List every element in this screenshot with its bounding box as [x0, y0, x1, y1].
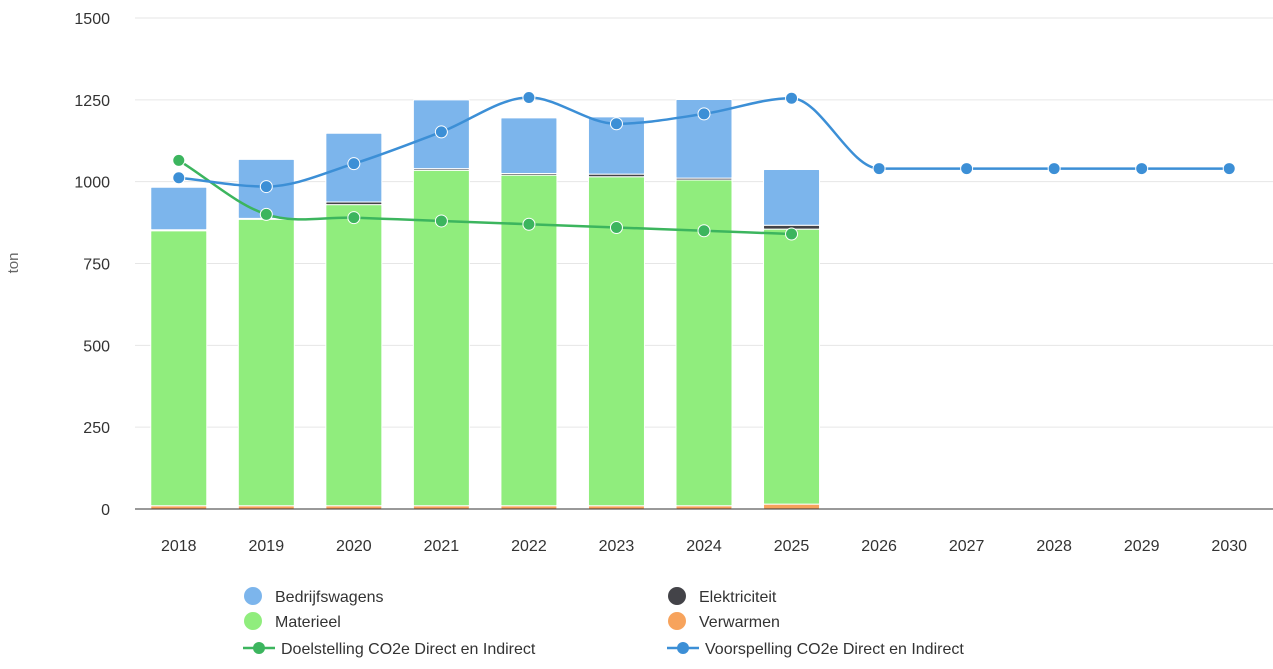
bar-segment-bedrijfswagens[interactable]: [675, 99, 733, 179]
point-doelstelling-co2e-direct-en-indirect[interactable]: [609, 220, 623, 234]
point-doelstelling-co2e-direct-en-indirect[interactable]: [347, 211, 361, 225]
y-tick-label: 750: [83, 257, 110, 274]
legend: Bedrijfswagens Elektriciteit Materieel Verw…: [243, 587, 964, 658]
legend-item[interactable]: Voorspelling CO2e Direct en Indirect: [667, 641, 964, 658]
x-tick-label: 2027: [949, 538, 985, 555]
x-tick-label: 2021: [424, 538, 460, 555]
bar-segment-materieel[interactable]: [237, 218, 295, 507]
point-voorspelling-co2e-direct-en-indirect[interactable]: [434, 125, 448, 139]
y-tick-label: 1000: [74, 175, 110, 192]
point-voorspelling-co2e-direct-en-indirect[interactable]: [697, 107, 711, 121]
point-voorspelling-co2e-direct-en-indirect[interactable]: [522, 91, 536, 105]
x-tick-label: 2024: [686, 538, 722, 555]
bar-segment-materieel[interactable]: [325, 204, 383, 507]
legend-swatch-icon: [244, 587, 262, 605]
point-voorspelling-co2e-direct-en-indirect[interactable]: [872, 162, 886, 176]
legend-item[interactable]: Materieel: [244, 612, 341, 631]
bar-stacks: [150, 99, 821, 510]
legend-swatch-icon: [668, 612, 686, 630]
legend-marker-icon: [677, 642, 689, 654]
x-tick-label: 2020: [336, 538, 372, 555]
x-tick-label: 2019: [249, 538, 285, 555]
point-voorspelling-co2e-direct-en-indirect[interactable]: [172, 171, 186, 185]
legend-item[interactable]: Bedrijfswagens: [244, 587, 384, 606]
legend-item[interactable]: Verwarmen: [668, 612, 780, 631]
legend-marker-icon: [253, 642, 265, 654]
x-tick-label: 2028: [1036, 538, 1072, 555]
bar-segment-verwarmen[interactable]: [763, 503, 821, 510]
y-tick-label: 0: [101, 502, 110, 519]
legend-swatch-icon: [244, 612, 262, 630]
point-doelstelling-co2e-direct-en-indirect[interactable]: [697, 224, 711, 238]
point-voorspelling-co2e-direct-en-indirect[interactable]: [609, 117, 623, 131]
point-voorspelling-co2e-direct-en-indirect[interactable]: [259, 180, 273, 194]
point-voorspelling-co2e-direct-en-indirect[interactable]: [1135, 162, 1149, 176]
point-voorspelling-co2e-direct-en-indirect[interactable]: [960, 162, 974, 176]
x-tick-label: 2022: [511, 538, 547, 555]
point-voorspelling-co2e-direct-en-indirect[interactable]: [785, 91, 799, 105]
point-doelstelling-co2e-direct-en-indirect[interactable]: [522, 217, 536, 231]
legend-item[interactable]: Doelstelling CO2e Direct en Indirect: [243, 641, 536, 658]
x-tick-label: 2023: [599, 538, 635, 555]
x-tick-label: 2030: [1211, 538, 1247, 555]
legend-label: Materieel: [275, 614, 341, 631]
x-tick-label: 2026: [861, 538, 897, 555]
x-axis-labels: 2018 2019 2020 2021 2022 2023 2024 2025 2026 2027…: [161, 538, 1247, 555]
point-voorspelling-co2e-direct-en-indirect[interactable]: [347, 157, 361, 171]
point-doelstelling-co2e-direct-en-indirect[interactable]: [434, 214, 448, 228]
bar-segment-bedrijfswagens[interactable]: [150, 186, 208, 231]
point-doelstelling-co2e-direct-en-indirect[interactable]: [785, 227, 799, 241]
bar-segment-materieel[interactable]: [150, 230, 208, 507]
point-doelstelling-co2e-direct-en-indirect[interactable]: [259, 207, 273, 221]
line-series: [172, 91, 1236, 241]
y-axis-title: ton: [5, 253, 22, 274]
legend-label: Voorspelling CO2e Direct en Indirect: [705, 641, 964, 658]
x-tick-label: 2029: [1124, 538, 1160, 555]
point-doelstelling-co2e-direct-en-indirect[interactable]: [172, 153, 186, 167]
bar-segment-bedrijfswagens[interactable]: [763, 169, 821, 226]
point-voorspelling-co2e-direct-en-indirect[interactable]: [1047, 162, 1061, 176]
y-axis-labels: 0 250 500 750 1000 1250 1500: [74, 11, 110, 519]
legend-label: Verwarmen: [699, 614, 780, 631]
x-tick-label: 2018: [161, 538, 197, 555]
legend-label: Bedrijfswagens: [275, 589, 384, 606]
y-tick-label: 1250: [74, 93, 110, 110]
bar-segment-bedrijfswagens[interactable]: [587, 116, 645, 175]
legend-label: Doelstelling CO2e Direct en Indirect: [281, 641, 536, 658]
y-tick-label: 500: [83, 338, 110, 355]
y-tick-label: 250: [83, 420, 110, 437]
legend-swatch-icon: [668, 587, 686, 605]
legend-label: Elektriciteit: [699, 589, 777, 606]
x-tick-label: 2025: [774, 538, 810, 555]
legend-item[interactable]: Elektriciteit: [668, 587, 777, 606]
bar-segment-materieel[interactable]: [763, 228, 821, 505]
point-voorspelling-co2e-direct-en-indirect[interactable]: [1222, 162, 1236, 176]
bar-segment-bedrijfswagens[interactable]: [500, 117, 558, 174]
y-tick-label: 1500: [74, 11, 110, 28]
